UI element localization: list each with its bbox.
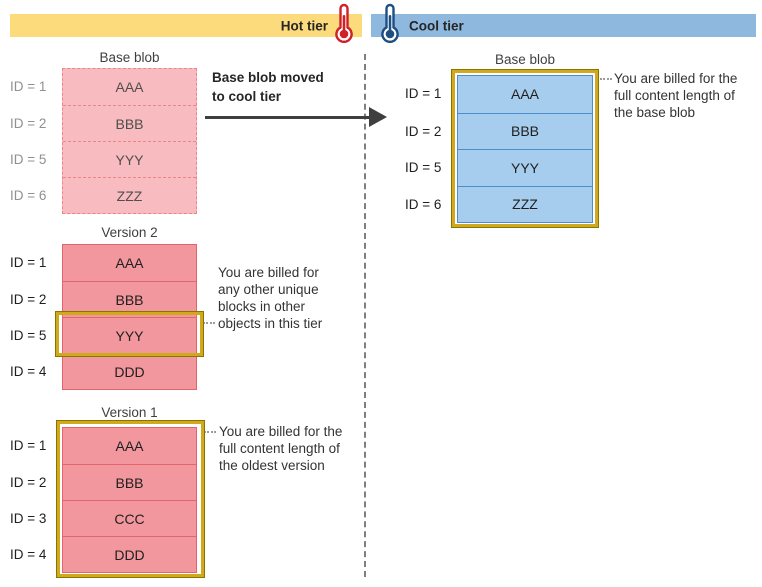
version2-title: Version 2 bbox=[101, 225, 158, 240]
hot-base-blob-title: Base blob bbox=[99, 50, 160, 65]
block-id-label: ID = 4 bbox=[10, 364, 47, 379]
block-id-label: ID = 2 bbox=[10, 292, 47, 307]
block-row: ID = 6 ZZZ bbox=[10, 177, 196, 213]
block-row: ID = 4 DDD bbox=[10, 536, 196, 572]
block-cell: AAA bbox=[115, 79, 144, 95]
block-row: ID = 2 BBB bbox=[10, 281, 196, 317]
block-cell: DDD bbox=[114, 546, 145, 563]
note-line: You are billed for the bbox=[219, 424, 343, 439]
block-row: ID = 1 AAA bbox=[10, 69, 196, 105]
block-cells: ID = 1 AAA ID = 2 BBB ID = 5 YYY ID = 6 … bbox=[10, 68, 197, 214]
hot-tier-bar: Hot tier bbox=[10, 14, 362, 37]
arrow-annotation-line: to cool tier bbox=[212, 89, 282, 104]
move-arrow-line bbox=[205, 116, 371, 119]
block-cell: BBB bbox=[115, 115, 144, 132]
block-row: ID = 2 BBB bbox=[405, 112, 592, 150]
dotted-connector bbox=[204, 431, 216, 433]
cool-tier-bar: Cool tier bbox=[371, 14, 756, 37]
block-row: ID = 5 YYY bbox=[10, 317, 196, 353]
arrow-annotation-line: Base blob moved bbox=[212, 70, 324, 85]
block-id-label: ID = 2 bbox=[405, 123, 442, 139]
block-cell: CCC bbox=[114, 510, 145, 527]
billed-block-highlight bbox=[55, 311, 204, 357]
arrow-annotation: Base blob moved to cool tier bbox=[212, 68, 324, 106]
thermometer-hot-icon bbox=[335, 3, 353, 43]
block-id-label: ID = 6 bbox=[10, 188, 47, 203]
block-cell: ZZZ bbox=[116, 187, 143, 204]
note-line: blocks in other bbox=[218, 299, 306, 314]
hot-tier-label: Hot tier bbox=[280, 18, 328, 33]
version1-stack: ID = 1 AAA ID = 2 BBB ID = 3 CCC ID = 4 … bbox=[10, 427, 197, 573]
block-id-label: ID = 4 bbox=[10, 547, 47, 562]
block-id-label: ID = 2 bbox=[10, 116, 47, 131]
billed-base-blob-highlight-frame bbox=[451, 69, 599, 228]
block-row: ID = 1 AAA bbox=[10, 428, 196, 464]
note-line: full content length of bbox=[219, 441, 340, 456]
block-row: ID = 1 AAA bbox=[10, 245, 196, 281]
block-id-label: ID = 6 bbox=[405, 196, 442, 212]
block-cell: AAA bbox=[510, 86, 539, 103]
move-arrow-head bbox=[369, 107, 387, 127]
version2-stack: ID = 1 AAA ID = 2 BBB ID = 5 YYY ID = 4 … bbox=[10, 244, 204, 390]
dotted-connector bbox=[600, 78, 612, 80]
block-cell: DDD bbox=[114, 363, 145, 380]
version1-title: Version 1 bbox=[101, 405, 158, 420]
block-id-label: ID = 5 bbox=[10, 152, 47, 167]
block-row: ID = 3 CCC bbox=[10, 500, 196, 536]
block-id-label: ID = 1 bbox=[10, 438, 47, 453]
block-row: ID = 5 YYY bbox=[405, 149, 592, 186]
hot-base-blob-stack: ID = 1 AAA ID = 2 BBB ID = 5 YYY ID = 6 … bbox=[10, 68, 197, 214]
block-row: ID = 2 BBB bbox=[10, 464, 196, 500]
cool-base-blob-title: Base blob bbox=[494, 52, 556, 67]
thermometer-cool-icon bbox=[381, 3, 399, 43]
block-row: ID = 2 BBB bbox=[10, 105, 196, 141]
cool-base-blob-stack: ID = 1 AAA ID = 2 BBB ID = 5 YYY ID = 6 … bbox=[405, 75, 593, 223]
block-cells: ID = 1 AAA ID = 2 BBB ID = 5 YYY ID = 6 … bbox=[405, 75, 593, 223]
block-id-label: ID = 5 bbox=[405, 160, 442, 175]
version1-note: You are billed for the full content leng… bbox=[219, 423, 342, 474]
dotted-connector bbox=[203, 322, 215, 324]
version2-note: You are billed for any other unique bloc… bbox=[218, 264, 322, 332]
block-cell: AAA bbox=[115, 255, 144, 271]
note-line: full content length of bbox=[614, 88, 735, 103]
note-line: the oldest version bbox=[219, 458, 325, 473]
cool-base-blob-note: You are billed for the full content leng… bbox=[614, 70, 737, 121]
block-cell: AAA bbox=[115, 438, 144, 454]
block-id-label: ID = 2 bbox=[10, 475, 47, 490]
tier-divider-line bbox=[364, 54, 366, 577]
block-row: ID = 6 ZZZ bbox=[405, 185, 592, 223]
note-line: You are billed for the bbox=[614, 71, 738, 86]
block-cell: YYY bbox=[510, 159, 539, 176]
note-line: You are billed for bbox=[218, 265, 319, 280]
note-line: the base blob bbox=[614, 105, 696, 120]
block-row: ID = 5 YYY bbox=[10, 141, 196, 177]
block-cell: ZZZ bbox=[512, 196, 538, 213]
block-cell: BBB bbox=[115, 291, 144, 308]
note-line: any other unique bbox=[218, 282, 319, 297]
block-cell: YYY bbox=[115, 327, 144, 344]
block-id-label: ID = 5 bbox=[10, 328, 47, 343]
block-cell: BBB bbox=[115, 474, 144, 491]
billed-version-highlight-frame bbox=[56, 420, 205, 578]
block-id-label: ID = 1 bbox=[405, 86, 442, 101]
block-row: ID = 1 AAA bbox=[405, 76, 592, 113]
block-cells: ID = 1 AAA ID = 2 BBB ID = 3 CCC ID = 4 … bbox=[10, 427, 197, 573]
block-row: ID = 4 DDD bbox=[10, 353, 196, 389]
block-cells: ID = 1 AAA ID = 2 BBB ID = 5 YYY ID = 4 … bbox=[10, 244, 197, 390]
block-cell: BBB bbox=[510, 123, 539, 140]
block-cell: YYY bbox=[115, 151, 144, 168]
block-id-label: ID = 1 bbox=[10, 255, 47, 270]
note-line: objects in this tier bbox=[218, 316, 323, 331]
block-id-label: ID = 1 bbox=[10, 79, 47, 94]
cool-tier-label: Cool tier bbox=[409, 18, 464, 33]
block-id-label: ID = 3 bbox=[10, 511, 47, 526]
